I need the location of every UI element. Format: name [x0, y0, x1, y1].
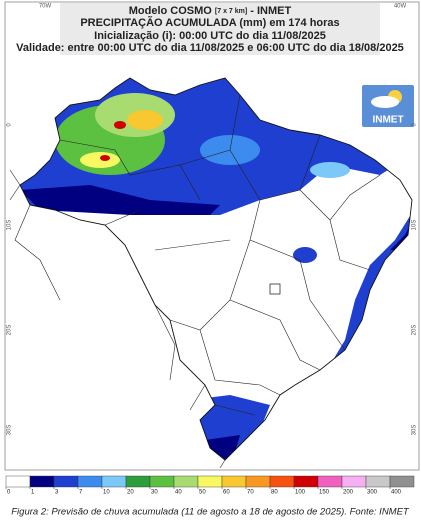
header-line-1: Modelo COSMO [7 x 7 km] - INMET — [129, 5, 292, 17]
tick-label: 10 — [103, 490, 110, 496]
logo: INMET — [362, 85, 414, 127]
color-bin — [221, 475, 247, 488]
lat-label: 20S — [7, 325, 13, 336]
color-bin — [389, 475, 415, 488]
header-line-3: Inicialização (i): 00:00 UTC do dia 11/0… — [94, 30, 326, 42]
tick-label: 50 — [199, 490, 206, 496]
color-bin — [365, 475, 391, 488]
tick-label: 1 — [31, 490, 35, 496]
federal-district — [269, 283, 281, 295]
tick-label: 60 — [223, 490, 230, 496]
tick-label: 100 — [295, 490, 306, 496]
lon-label: 70W — [39, 4, 52, 10]
tick-label: 70 — [247, 490, 254, 496]
color-bin — [149, 475, 175, 488]
color-bin — [269, 475, 295, 488]
tick-label: 0 — [7, 490, 11, 496]
color-bin — [341, 475, 367, 488]
tick-label: 30 — [151, 490, 158, 496]
lon-label: 40W — [394, 4, 407, 10]
tick-label: 3 — [55, 490, 59, 496]
color-bin — [53, 475, 79, 488]
header-box — [60, 3, 380, 55]
tick-label: 150 — [319, 490, 330, 496]
logo-text: INMET — [372, 115, 403, 126]
caption: Figura 2: Previsão de chuva acumulada (1… — [11, 507, 410, 518]
lat-label: 0 — [412, 123, 418, 127]
color-bin — [197, 475, 223, 488]
color-bin — [173, 475, 199, 488]
color-bin — [77, 475, 103, 488]
lat-label: 30S — [7, 425, 13, 436]
tick-label: 200 — [343, 490, 354, 496]
resolution: [7 x 7 km] — [215, 8, 247, 15]
lat-label: 10S — [412, 220, 418, 231]
color-bin — [101, 475, 127, 488]
color-bin — [125, 475, 151, 488]
lat-label: 0 — [7, 123, 13, 127]
tick-label: 40 — [175, 490, 182, 496]
header-line-2: PRECIPITAÇÃO ACUMULADA (mm) em 174 horas — [80, 16, 339, 29]
header-line-4: Validade: entre 00:00 UTC do dia 11/08/2… — [16, 42, 404, 54]
color-bin — [29, 475, 55, 488]
tick-label: 7 — [79, 490, 83, 496]
lat-label: 30S — [412, 425, 418, 436]
lat-label: 10S — [7, 220, 13, 231]
color-bin — [293, 475, 319, 488]
tick-label: 80 — [271, 490, 278, 496]
color-bin — [245, 475, 271, 488]
tick-label: 20 — [127, 490, 134, 496]
state-borders — [59, 94, 381, 416]
color-bin — [317, 475, 343, 488]
tick-label: 300 — [367, 490, 378, 496]
source: - INMET — [250, 5, 291, 17]
tick-label: 400 — [391, 490, 402, 496]
lat-label: 20S — [412, 325, 418, 336]
color-bin — [5, 475, 31, 488]
model: Modelo COSMO — [129, 5, 213, 17]
